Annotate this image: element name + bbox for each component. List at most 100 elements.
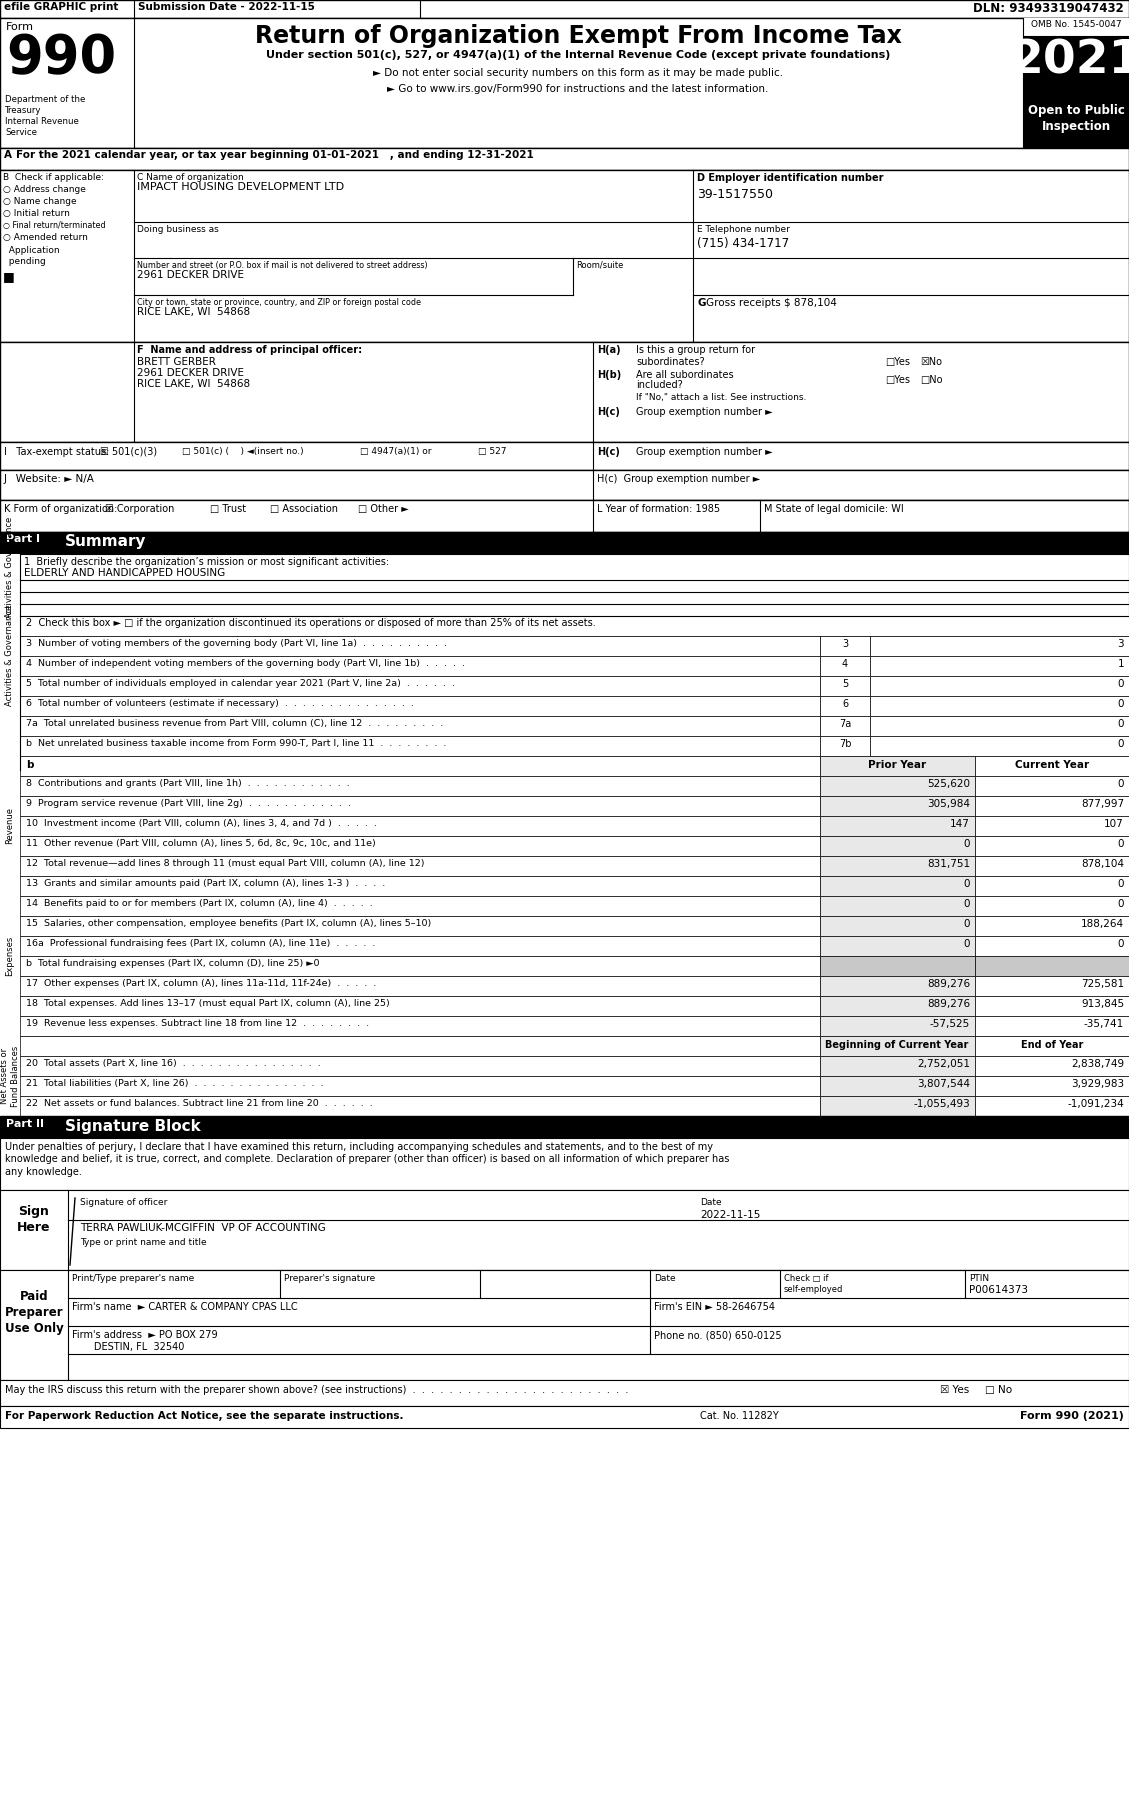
Bar [20,637,820,657]
Text: 0: 0 [1118,698,1124,709]
Text: (715) 434-1717: (715) 434-1717 [697,238,789,250]
Text: DESTIN, FL  32540: DESTIN, FL 32540 [72,1342,184,1351]
Text: Check □ if
self-employed: Check □ if self-employed [784,1273,843,1293]
Bar [870,637,1129,657]
Text: Current Year: Current Year [1015,760,1089,769]
Text: 0: 0 [1118,738,1124,749]
Bar [820,836,975,856]
Bar [975,876,1129,896]
Text: 11  Other revenue (Part VIII, column (A), lines 5, 6d, 8c, 9c, 10c, and 11e): 11 Other revenue (Part VIII, column (A),… [26,840,376,847]
Text: 305,984: 305,984 [927,798,970,809]
Text: H(c)  Group exemption number ►: H(c) Group exemption number ► [597,473,760,484]
Text: ☒No: ☒No [920,357,942,366]
Bar [975,1036,1129,1056]
Bar [0,553,1129,619]
Text: 0: 0 [963,920,970,929]
Text: ○ Initial return: ○ Initial return [3,209,70,218]
Text: 0: 0 [1118,840,1124,849]
Text: J   Website: ► N/A: J Website: ► N/A [5,473,95,484]
Bar [870,657,1129,677]
Text: 0: 0 [963,940,970,949]
Bar [975,1096,1129,1116]
Bar [0,1406,1129,1428]
Bar [0,1137,1129,1190]
Bar [0,470,1129,501]
Text: H(c): H(c) [597,406,620,417]
Text: Return of Organization Exempt From Income Tax: Return of Organization Exempt From Incom… [254,24,901,47]
Text: 7a: 7a [839,718,851,729]
Text: □ Association: □ Association [270,504,338,513]
Bar [975,1056,1129,1076]
Bar [20,717,820,736]
Bar [20,796,820,816]
Text: C Name of organization: C Name of organization [137,172,244,181]
Bar [820,1016,975,1036]
Bar [0,532,1129,553]
Text: 0: 0 [1118,678,1124,689]
Bar [20,1076,820,1096]
Text: 2,838,749: 2,838,749 [1071,1059,1124,1068]
Bar [820,1056,975,1076]
Text: 0: 0 [1118,900,1124,909]
Text: 0: 0 [1118,940,1124,949]
Bar [870,677,1129,697]
Text: 2961 DECKER DRIVE: 2961 DECKER DRIVE [137,368,244,377]
Text: 877,997: 877,997 [1080,798,1124,809]
Bar [20,756,820,776]
Text: ELDERLY AND HANDICAPPED HOUSING: ELDERLY AND HANDICAPPED HOUSING [24,568,226,579]
Bar [20,776,820,796]
Text: Phone no. (850) 650-0125: Phone no. (850) 650-0125 [654,1330,781,1341]
Text: IMPACT HOUSING DEVELOPMENT LTD: IMPACT HOUSING DEVELOPMENT LTD [137,181,344,192]
Bar [0,553,20,804]
Text: ☒ Yes: ☒ Yes [940,1386,970,1395]
Text: ○ Name change: ○ Name change [3,198,77,207]
Bar [870,717,1129,736]
Bar [20,657,820,677]
Text: Part I: Part I [6,533,40,544]
Text: Form 990 (2021): Form 990 (2021) [1021,1411,1124,1420]
Bar [20,1096,820,1116]
Bar [0,1190,1129,1270]
Bar [0,149,1129,171]
Bar [0,443,1129,470]
Text: TERRA PAWLIUK-MCGIFFIN  VP OF ACCOUNTING: TERRA PAWLIUK-MCGIFFIN VP OF ACCOUNTING [80,1223,326,1234]
Bar [0,501,1129,532]
Text: OMB No. 1545-0047: OMB No. 1545-0047 [1031,20,1121,29]
Bar [975,776,1129,796]
Text: Preparer's signature: Preparer's signature [285,1273,375,1282]
Text: 107: 107 [1104,818,1124,829]
Text: 3,929,983: 3,929,983 [1071,1079,1124,1088]
Text: 22  Net assets or fund balances. Subtract line 21 from line 20  .  .  .  .  .  .: 22 Net assets or fund balances. Subtract… [26,1099,373,1108]
Bar [0,0,1129,18]
Text: B  Check if applicable:: B Check if applicable: [3,172,104,181]
Text: 12  Total revenue—add lines 8 through 11 (must equal Part VIII, column (A), line: 12 Total revenue—add lines 8 through 11 … [26,860,425,869]
Text: □ Other ►: □ Other ► [358,504,409,513]
Bar [0,1270,1129,1380]
Text: □ 4947(a)(1) or: □ 4947(a)(1) or [360,446,431,455]
Text: A: A [5,151,12,160]
Text: K Form of organization:: K Form of organization: [5,504,117,513]
Bar [820,1096,975,1116]
Text: 725,581: 725,581 [1080,980,1124,989]
Text: Firm's name  ► CARTER & COMPANY CPAS LLC: Firm's name ► CARTER & COMPANY CPAS LLC [72,1302,298,1312]
Text: May the IRS discuss this return with the preparer shown above? (see instructions: May the IRS discuss this return with the… [5,1386,629,1395]
Text: 2,752,051: 2,752,051 [917,1059,970,1068]
Text: subordinates?: subordinates? [636,357,704,366]
Text: 0: 0 [963,900,970,909]
Text: DLN: 93493319047432: DLN: 93493319047432 [973,2,1124,15]
Text: I   Tax-exempt status:: I Tax-exempt status: [5,446,110,457]
Text: 14  Benefits paid to or for members (Part IX, column (A), line 4)  .  .  .  .  .: 14 Benefits paid to or for members (Part… [26,900,373,909]
Bar [820,876,975,896]
Text: Signature of officer: Signature of officer [80,1197,167,1206]
Text: b: b [26,760,34,769]
Bar [820,896,975,916]
Text: ○ Address change: ○ Address change [3,185,86,194]
Text: ☒ 501(c)(3): ☒ 501(c)(3) [100,446,157,457]
Text: Type or print name and title: Type or print name and title [80,1237,207,1246]
Bar [20,836,820,856]
Text: 13  Grants and similar amounts paid (Part IX, column (A), lines 1-3 )  .  .  .  : 13 Grants and similar amounts paid (Part… [26,880,385,889]
Text: 2961 DECKER DRIVE: 2961 DECKER DRIVE [137,270,244,279]
Text: ► Do not enter social security numbers on this form as it may be made public.: ► Do not enter social security numbers o… [373,67,784,78]
Text: Room/suite: Room/suite [576,261,623,270]
Text: 5  Total number of individuals employed in calendar year 2021 (Part V, line 2a) : 5 Total number of individuals employed i… [26,678,455,688]
